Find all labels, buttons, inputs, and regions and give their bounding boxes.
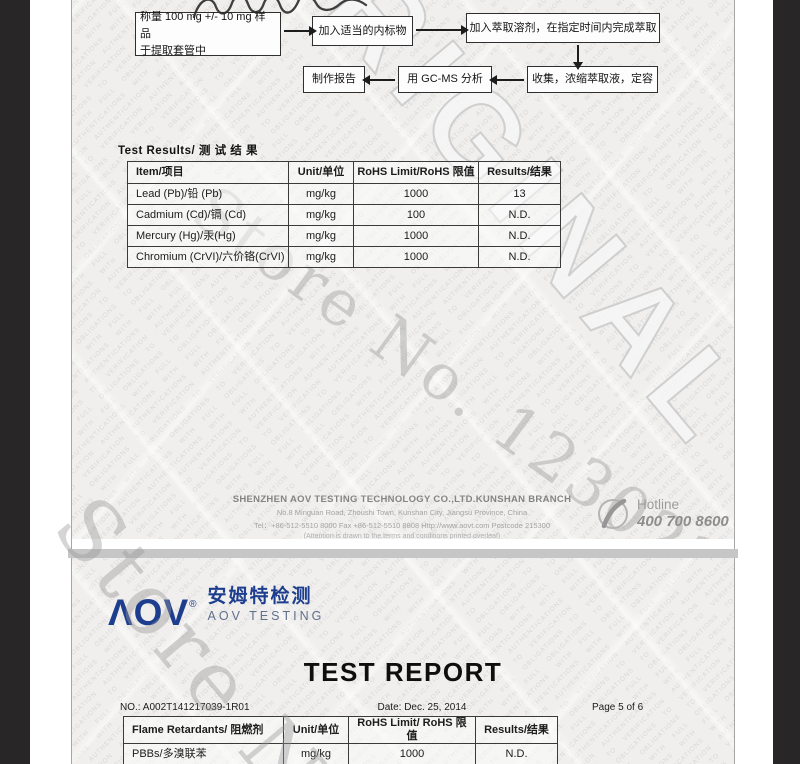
flow-step-gcms-analysis: 用 GC-MS 分析	[398, 66, 492, 93]
table-cell: mg/kg	[283, 743, 349, 764]
table-row: Cadmium (Cd)/镉 (Cd) mg/kg 100 N.D.	[127, 204, 561, 226]
table-header-row: Flame Retardants/ 阻燃剂 Unit/单位 RoHS Limit/ …	[123, 716, 558, 744]
column-header: Flame Retardants/ 阻燃剂	[123, 716, 284, 744]
page-margin-left	[30, 0, 71, 764]
flow-arrow-right-icon	[416, 25, 469, 35]
table-row: PBBs/多溴联苯 mg/kg 1000 N.D.	[123, 743, 558, 764]
table-cell: 1000	[353, 246, 479, 268]
dark-backdrop-right	[773, 0, 800, 764]
test-results-table: Item/项目 Unit/单位 RoHS Limit/RoHS 限值 Results/…	[127, 161, 561, 268]
flow-arrow-down-icon	[573, 45, 583, 70]
table-cell: mg/kg	[288, 225, 354, 247]
report-title: TEST REPORT	[303, 657, 503, 687]
flow-step-extraction-solvent: 加入萃取溶剂，在指定时间内完成萃取	[466, 13, 660, 43]
column-header: Unit/单位	[288, 161, 354, 184]
table-cell: Cadmium (Cd)/镉 (Cd)	[127, 204, 289, 226]
flow-arrow-left-icon	[362, 75, 395, 85]
flow-step-weigh-sample: 称量 100 mg +/- 10 mg 样品 于提取套管中	[135, 11, 281, 57]
hotline-block: Hotline 400 700 8600	[594, 494, 729, 532]
hotline-icon	[598, 498, 628, 529]
column-header: Unit/单位	[283, 716, 349, 744]
column-header: RoHS Limit/RoHS 限值	[353, 161, 479, 184]
table-cell: N.D.	[478, 246, 561, 268]
lab-contact: Tel：+86-512-5510 8000 Fax +86-512-5510 8…	[253, 521, 551, 530]
table-cell: 1000	[353, 225, 479, 247]
aov-logo-subtext: AOV TESTING	[207, 609, 325, 623]
report-page-1: AUTHENTICATIONS WITH FULL OBLIGATIONS TO…	[71, 0, 735, 549]
report-page-indicator: Page 5 of 6	[592, 702, 644, 713]
table-cell: Chromium (CrVI)/六价铬(CrVI)	[127, 246, 289, 268]
report-number: NO.: A002T141217039-1R01	[120, 702, 250, 713]
flow-step-make-report: 制作报告	[303, 66, 365, 93]
lab-terms-note: (Attention is drawn to the terms and con…	[303, 533, 501, 540]
lab-footer: SHENZHEN AOV TESTING TECHNOLOGY CO.,LTD.…	[142, 494, 662, 540]
lab-company-name: SHENZHEN AOV TESTING TECHNOLOGY CO.,LTD.…	[232, 494, 572, 505]
hotline-label: Hotline	[637, 496, 680, 512]
column-header: RoHS Limit/ RoHS 限值	[348, 716, 476, 744]
flow-arrow-right-icon	[284, 26, 317, 36]
table-cell: 1000	[348, 743, 476, 764]
report-page-2: AUTHENTICATIONS WITH FULL OBLIGATIONS TO…	[71, 558, 735, 764]
table-cell: 1000	[353, 183, 479, 205]
hotline-number: 400 700 8600	[637, 512, 729, 530]
aov-logo-wordmark: ΛOV®	[108, 592, 198, 633]
flame-retardants-table: Flame Retardants/ 阻燃剂 Unit/单位 RoHS Limit/ …	[123, 716, 558, 764]
table-cell: 13	[478, 183, 561, 205]
report-date: Date: Dec. 25, 2014	[377, 702, 467, 713]
table-cell: Mercury (Hg)/汞(Hg)	[127, 225, 289, 247]
page1-bottom-margin	[72, 539, 734, 549]
table-cell: PBBs/多溴联苯	[123, 743, 284, 764]
aov-logo: ΛOV® 安姆特检测 AOV TESTING	[108, 585, 324, 633]
page-divider-band	[68, 549, 738, 558]
test-results-title: Test Results/ 测 试 结 果	[118, 145, 259, 157]
table-cell: N.D.	[478, 204, 561, 226]
flow-arrow-left-icon	[489, 75, 524, 85]
aov-logo-chinese: 安姆特检测	[207, 586, 313, 607]
signature-handwriting	[192, 0, 368, 19]
registered-mark-icon: ®	[189, 599, 198, 610]
flow-step-collect-concentrate: 收集，浓缩萃取液，定容	[527, 66, 658, 93]
table-cell: N.D.	[478, 225, 561, 247]
table-cell: mg/kg	[288, 204, 354, 226]
table-row: Mercury (Hg)/汞(Hg) mg/kg 1000 N.D.	[127, 225, 561, 247]
table-header-row: Item/项目 Unit/单位 RoHS Limit/RoHS 限值 Results/…	[127, 161, 561, 184]
column-header: Results/结果	[475, 716, 558, 744]
page-margin-right	[735, 0, 773, 764]
table-cell: Lead (Pb)/铅 (Pb)	[127, 183, 289, 205]
table-cell: 100	[353, 204, 479, 226]
flow-step-internal-standard: 加入适当的内标物	[312, 16, 413, 46]
table-cell: N.D.	[475, 743, 558, 764]
lab-address: No.8 Minguan Road, Zhoushi Town, Kunshan…	[276, 508, 528, 517]
table-cell: mg/kg	[288, 183, 354, 205]
dark-backdrop-left	[0, 0, 30, 764]
column-header: Results/结果	[478, 161, 561, 184]
table-row: Lead (Pb)/铅 (Pb) mg/kg 1000 13	[127, 183, 561, 205]
column-header: Item/项目	[127, 161, 289, 184]
table-row: Chromium (CrVI)/六价铬(CrVI) mg/kg 1000 N.D.	[127, 246, 561, 268]
table-cell: mg/kg	[288, 246, 354, 268]
